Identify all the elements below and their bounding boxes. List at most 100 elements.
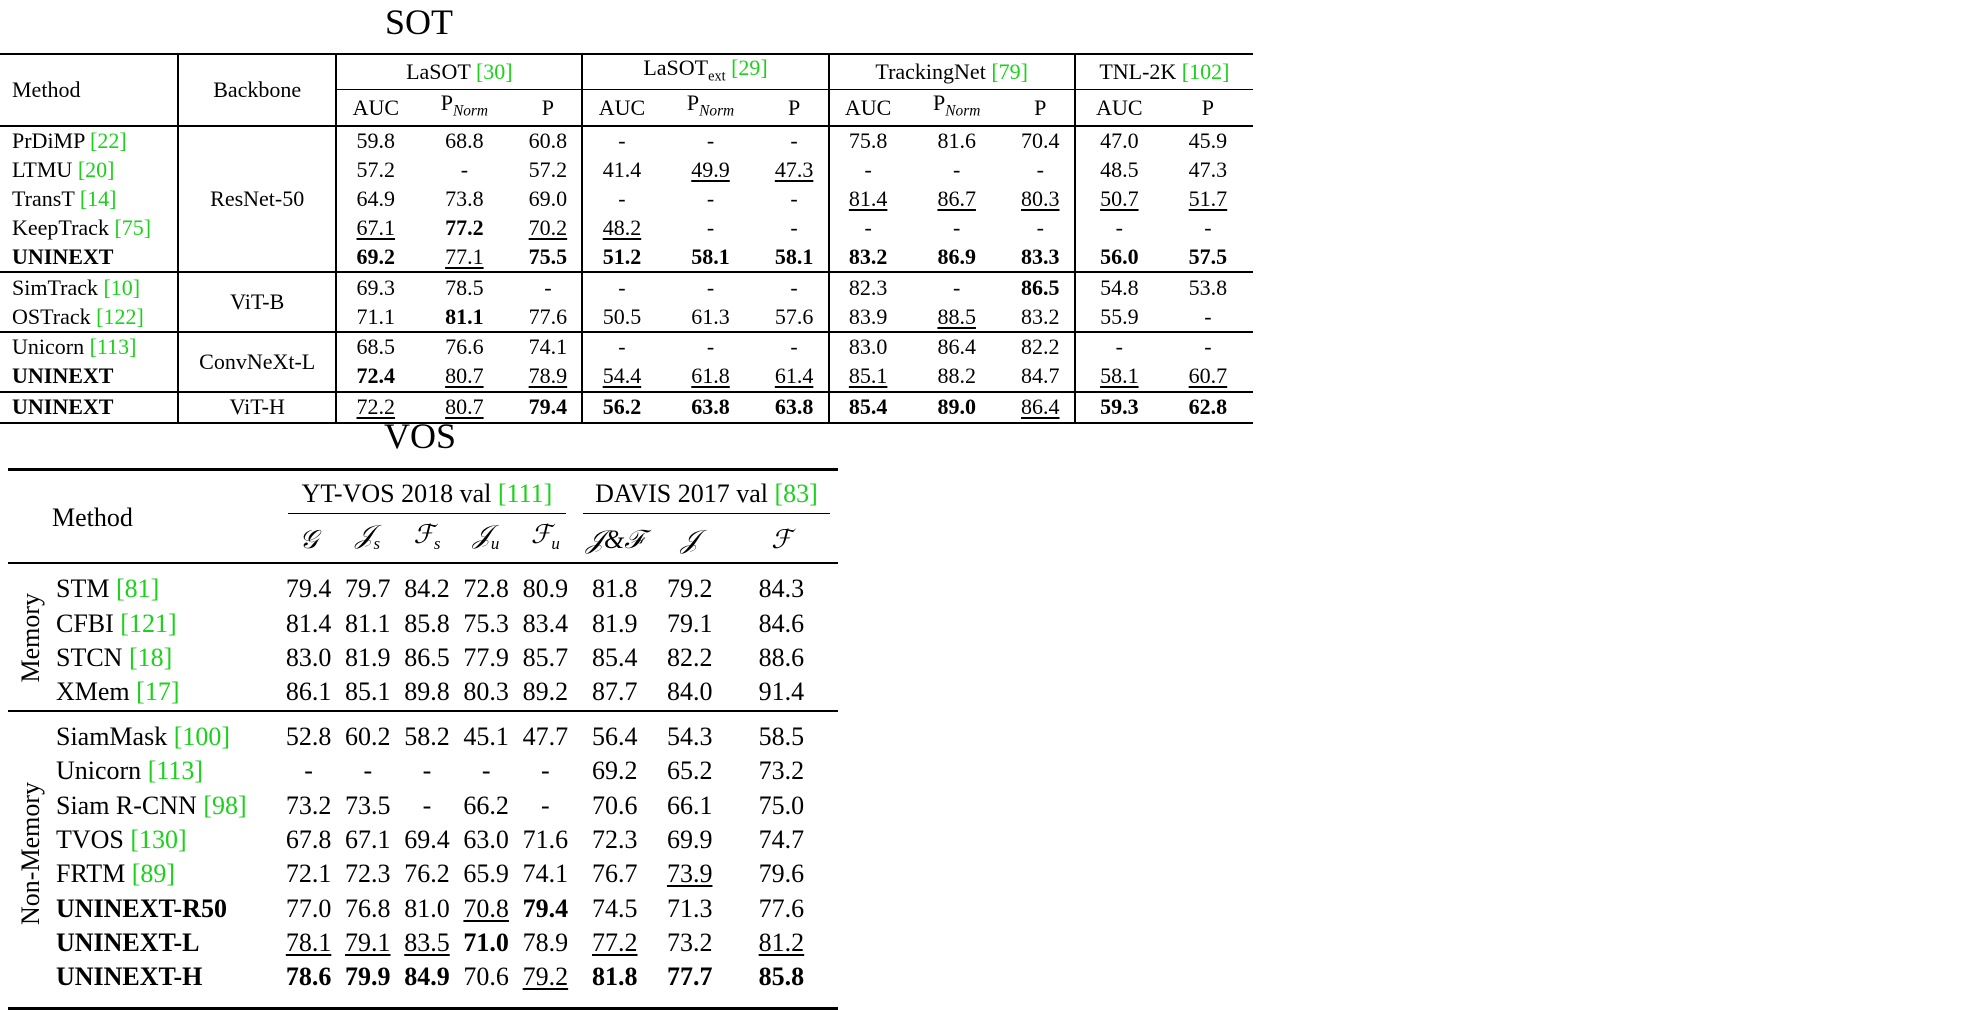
vos-value-cell: 83.5: [404, 928, 450, 958]
sot-value-cell: 78.9: [514, 361, 584, 392]
sot-value-cell: 47.0: [1100, 128, 1139, 154]
sot-value-cell: 47.3: [1188, 157, 1228, 183]
sot-value-cell: -: [1204, 214, 1212, 240]
sot-value-cell: -: [760, 213, 830, 243]
vos-rule-cell: [8, 709, 838, 720]
sot-value-cell: 48.5: [1100, 157, 1139, 183]
sot-value-cell: 86.4: [1006, 391, 1076, 423]
sot-row: LTMU [20] 57.2-57.2 41.4 49.9 47.3- - -48.5 47.…: [0, 155, 1253, 185]
sot-method-cell: KeepTrack [75]: [0, 213, 180, 243]
vos-value-cell: 69.2: [592, 756, 638, 786]
sot-row: PrDiMP [22] ResNet-50 59.8 68.8 60.8- - -75.8 8…: [0, 125, 1253, 273]
vos-row: Siam R-CNN [98] 73.2 73.5 - 66.2 - 70.6 66.1 75.…: [8, 788, 838, 822]
sot-value-cell: -: [1006, 155, 1076, 185]
vos-value-cell: 79.9: [345, 962, 391, 992]
vos-metric-f: ℱ: [771, 525, 792, 554]
sot-metric-p: P: [1201, 94, 1215, 120]
sot-backbone-cell: ViT-H: [178, 391, 338, 423]
vos-value-cell: 67.8: [285, 824, 332, 854]
vos-row: Non-Memory SiamMask [100] 52.8 60.2 58.2 45.1…: [8, 720, 838, 925]
vos-value-cell: 81.4: [285, 608, 332, 638]
vos-value-cell: 84.3: [758, 574, 805, 604]
vos-value-cell: 79.4: [285, 574, 332, 604]
vos-value-cell: 79.7: [345, 574, 391, 604]
vos-value-cell: 65.2: [666, 756, 713, 786]
vos-value-cell: -: [422, 756, 432, 786]
vos-value-cell: 79.2: [666, 574, 713, 604]
vos-value-cell: 91.4: [758, 677, 805, 707]
vos-value-cell: 70.6: [592, 790, 638, 820]
sot-backbone-cell: ViT-B: [178, 272, 338, 333]
vos-value-cell: 66.2: [463, 790, 509, 820]
sot-value-cell: 72.4: [356, 363, 396, 389]
vos-value-cell: -: [422, 790, 432, 820]
vos-metric-jf: 𝒥&ℱ: [586, 525, 644, 554]
vos-value-cell: 58.5: [758, 721, 805, 751]
vos-row: STCN [18] 83.0 81.9 86.5 77.9 85.7 85.4 82.2 88.…: [8, 641, 838, 675]
vos-value-cell: 79.4: [522, 893, 569, 923]
vos-metric-j: 𝒥: [680, 525, 699, 554]
vos-value-cell: 78.6: [285, 962, 332, 992]
vos-value-cell: 77.9: [463, 642, 509, 672]
vos-method-cell: Siam R-CNN [98]: [55, 790, 247, 820]
sot-value-cell: 75.8: [848, 128, 888, 154]
sot-backbone-cell: ResNet-50: [178, 125, 338, 273]
sot-method-cell: PrDiMP [22]: [0, 125, 180, 156]
sot-value-cell: 60.8: [514, 125, 584, 156]
sot-value-cell: 64.9: [356, 186, 396, 211]
vos-value-cell: 73.2: [285, 790, 332, 820]
sot-value-cell: 60.7: [1188, 363, 1228, 389]
sot-method-cell: Unicorn [113]: [0, 332, 180, 362]
sot-value-cell: 80.3: [1006, 184, 1076, 214]
sot-metric-p: P: [514, 89, 584, 126]
sot-metric-pnorm: PNorm: [686, 90, 735, 120]
sot-value-cell: 86.5: [1006, 272, 1076, 303]
sot-value-cell: 53.8: [1188, 274, 1228, 300]
vos-group-label: Memory: [15, 592, 45, 683]
vos-value-cell: -: [304, 756, 313, 786]
vos-row: Unicorn [113] - - - - - 69.2 65.2 73.2: [8, 754, 838, 788]
sot-value-cell: -: [706, 334, 715, 360]
sot-metric-auc: AUC: [844, 94, 892, 120]
sot-value-cell: 57.5: [1188, 243, 1228, 269]
sot-value-cell: -: [760, 184, 830, 214]
vos-value-cell: 78.1: [285, 928, 332, 958]
vos-bottom-rule: [8, 1007, 838, 1010]
vos-value-cell: -: [541, 756, 550, 786]
vos-metric-fs: ℱs: [413, 520, 441, 554]
vos-value-cell: 84.9: [404, 962, 450, 992]
vos-value-cell: 81.9: [345, 642, 391, 672]
sot-value-cell: 54.8: [1100, 274, 1139, 300]
sot-row: SimTrack [10] ViT-B 69.3 78.5- - - -82.3-86.5 5…: [0, 272, 1253, 333]
sot-value-cell: -: [706, 214, 715, 240]
vos-value-cell: 80.3: [463, 677, 509, 707]
vos-value-cell: 81.8: [592, 962, 638, 992]
vos-metric-g: 𝒢: [299, 525, 318, 554]
vos-value-cell: 63.0: [463, 824, 509, 854]
vos-method-cell: Unicorn [113]: [55, 756, 204, 786]
vos-value-cell: 85.8: [758, 962, 805, 992]
sot-value-cell: -: [1204, 303, 1212, 329]
sot-row: KeepTrack [75] 67.1 77.2 70.2 48.2 - - - - - - -: [0, 213, 1253, 243]
sot-value-cell: 82.2: [1006, 332, 1076, 362]
sot-value-cell: 57.6: [760, 302, 830, 333]
sot-value-cell: -: [953, 214, 961, 240]
sot-value-cell: 63.8: [691, 394, 730, 420]
sot-value-cell: 50.7: [1100, 186, 1139, 211]
vos-value-cell: 83.4: [522, 608, 569, 638]
sot-metric-p: P: [1006, 89, 1076, 126]
sot-value-cell: -: [618, 186, 626, 211]
vos-value-cell: 74.5: [592, 893, 638, 923]
vos-value-cell: 89.2: [522, 677, 569, 707]
sot-value-cell: 56.2: [602, 394, 642, 420]
vos-group-label: Non-Memory: [15, 782, 45, 926]
sot-value-cell: 80.7: [445, 363, 484, 389]
vos-value-cell: 85.8: [404, 608, 450, 638]
vos-value-cell: 69.9: [666, 824, 713, 854]
sot-value-cell: 68.8: [445, 128, 484, 154]
vos-method-cell: SiamMask [100]: [55, 721, 231, 751]
sot-method-cell: UNINEXT: [0, 391, 180, 423]
sot-value-cell: 61.4: [760, 361, 830, 392]
sot-value-cell: 55.9: [1100, 303, 1139, 329]
vos-value-cell: 84.0: [666, 677, 713, 707]
